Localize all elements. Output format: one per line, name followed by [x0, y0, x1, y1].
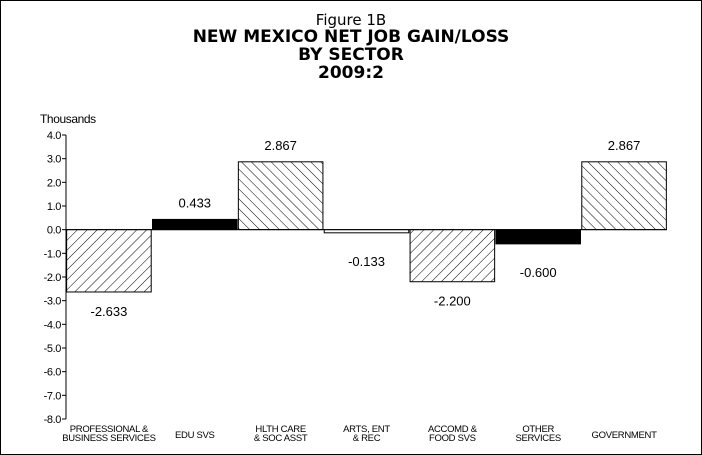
bar	[66, 229, 152, 293]
plot-area: 4.0 3.0 2.0 1.0 0.0 -1.0 -2.0 -3.0 -4.0 -5.0 -6.0 -…	[44, 130, 667, 444]
data-label: 2.867	[264, 138, 297, 153]
data-label: 2.867	[608, 138, 641, 153]
x-category-label: FOOD SVS	[429, 433, 476, 444]
y-tick-label: -1.0	[44, 248, 62, 260]
y-tick-label: -8.0	[44, 414, 62, 426]
chart-title-line-2: BY SECTOR	[298, 45, 404, 65]
bar	[409, 229, 496, 283]
figure-label: Figure 1B	[316, 11, 386, 29]
x-category-label: ACCOMD &	[428, 424, 478, 435]
y-tick-label: -7.0	[44, 390, 62, 402]
chart-title-line-1: NEW MEXICO NET JOB GAIN/LOSS	[193, 27, 510, 47]
x-category-label: HLTH CARE	[255, 424, 305, 435]
y-tick-label: 4.0	[47, 130, 61, 142]
data-label: -2.633	[90, 304, 127, 319]
bar	[152, 218, 238, 231]
data-label: -2.200	[434, 294, 471, 309]
x-category-label: BUSINESS SERVICES	[62, 433, 155, 444]
bar	[495, 229, 581, 245]
y-tick-label: 1.0	[47, 201, 61, 213]
y-tick-label: -5.0	[44, 343, 62, 355]
data-label: -0.133	[348, 254, 385, 269]
y-tick-label: -3.0	[44, 296, 62, 308]
x-category-label: SERVICES	[515, 433, 560, 444]
x-category-label: & SOC ASST	[254, 433, 308, 444]
x-category-label: GOVERNMENT	[592, 430, 658, 441]
data-label: -0.600	[520, 265, 557, 280]
y-tick-label: -6.0	[44, 367, 62, 379]
y-tick-label: 0.0	[47, 225, 61, 237]
x-category-label: EDU SVS	[175, 430, 215, 441]
chart-title-line-3: 2009:2	[318, 63, 384, 83]
x-category-label: & REC	[353, 433, 381, 444]
y-tick-label: 3.0	[47, 154, 61, 166]
y-tick-label: 2.0	[47, 177, 61, 189]
x-category-label: OTHER	[522, 424, 554, 435]
x-category-label: ARTS, ENT	[343, 424, 390, 435]
bar	[581, 161, 667, 231]
y-tick-label: -2.0	[44, 272, 62, 284]
data-label: 0.433	[179, 195, 212, 210]
bar	[237, 161, 324, 231]
y-axis-label: Thousands	[40, 112, 96, 126]
x-category-label: PROFESSIONAL &	[70, 424, 149, 435]
y-tick-label: -4.0	[44, 319, 62, 331]
